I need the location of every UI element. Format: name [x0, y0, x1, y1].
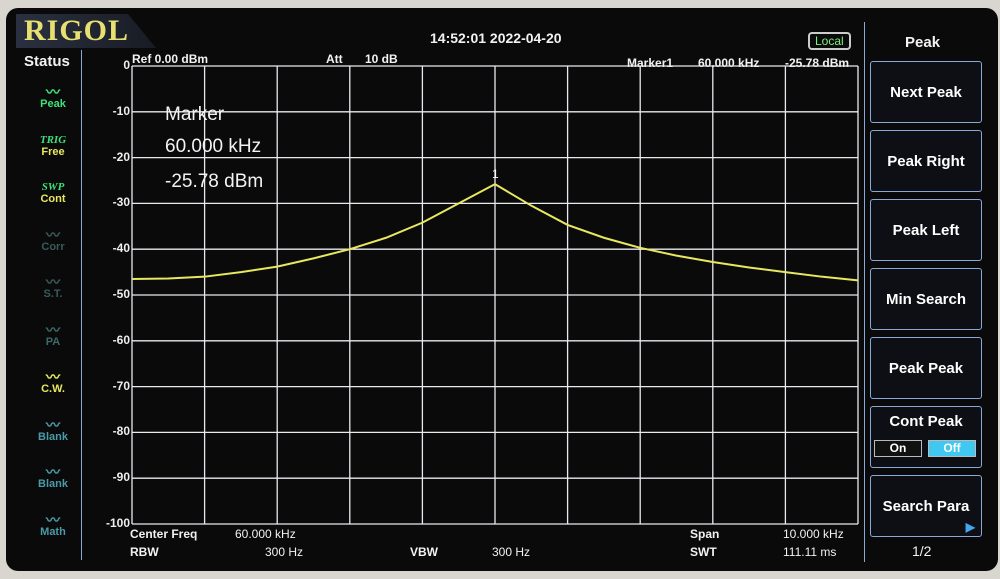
- ref-level: Ref 0.00 dBm: [132, 52, 209, 66]
- status-item-top: TRIG: [39, 133, 67, 146]
- swt-value: 111.11 ms: [783, 545, 837, 559]
- min-search-button[interactable]: Min Search: [870, 268, 982, 330]
- peak-right-button[interactable]: Peak Right: [870, 130, 982, 192]
- y-tick-label: -40: [112, 241, 130, 256]
- marker-box-freq: 60.000 kHz: [165, 136, 262, 157]
- blank-icon: 〰: [46, 464, 60, 480]
- status-item-label: Blank: [38, 478, 68, 490]
- cw-icon: 〰: [46, 369, 60, 385]
- status-item-label: S.T.: [43, 288, 63, 300]
- next-peak-button[interactable]: Next Peak: [870, 61, 982, 123]
- vbw-label: VBW: [410, 545, 438, 559]
- peak-peak-button[interactable]: Peak Peak: [870, 337, 982, 399]
- center-freq-label: Center Freq: [130, 527, 198, 541]
- span-label: Span: [690, 527, 720, 541]
- marker-1-label: 1: [492, 167, 499, 181]
- peak-icon: 〰: [46, 84, 60, 100]
- status-item: SWP Cont: [30, 181, 76, 205]
- y-tick-label: -90: [112, 470, 130, 485]
- status-item: 〰 S.T.: [30, 274, 76, 300]
- status-item: 〰 Blank: [30, 464, 76, 490]
- status-item: TRIG Free: [30, 134, 76, 158]
- status-item-label: Cont: [40, 193, 66, 205]
- divider: [864, 22, 865, 562]
- menu-page: 1/2: [912, 543, 932, 559]
- status-item: 〰 Peak: [30, 84, 76, 110]
- divider: [81, 50, 82, 560]
- y-tick-label: -10: [112, 103, 130, 118]
- status-item-label: Peak: [40, 98, 66, 110]
- search-para-label: Search Para: [882, 497, 970, 515]
- analyzer-screen: [6, 8, 998, 571]
- status-item: 〰 Corr: [30, 226, 76, 253]
- y-tick-label: -30: [112, 195, 130, 210]
- rigol-logo: RIGOL: [24, 14, 130, 47]
- status-item-label: Free: [41, 145, 65, 158]
- center-freq-value: 60.000 kHz: [235, 527, 296, 541]
- status-item-label: Blank: [38, 430, 68, 443]
- corr-icon: 〰: [46, 226, 60, 243]
- spectrum-trace: [131, 183, 859, 282]
- status-item-top: SWP: [41, 181, 65, 193]
- status-title: Status: [24, 53, 70, 70]
- att-value: 10 dB: [365, 52, 398, 66]
- st-icon: 〰: [46, 274, 60, 290]
- blank-icon: 〰: [46, 416, 60, 433]
- status-item: 〰 Blank: [30, 416, 76, 443]
- y-tick-label: -70: [112, 378, 130, 393]
- menu-title: Peak: [905, 34, 941, 51]
- y-tick-label: -20: [112, 149, 130, 164]
- math-icon: 〰: [46, 511, 60, 528]
- marker-box-level: -25.78 dBm: [165, 171, 264, 192]
- rbw-label: RBW: [130, 545, 159, 559]
- y-tick-label: 0: [123, 58, 130, 72]
- local-badge: Local: [808, 32, 851, 50]
- span-value: 10.000 kHz: [783, 527, 844, 541]
- status-item: 〰 PA: [30, 321, 76, 348]
- search-para-button[interactable]: Search Para ▶: [870, 475, 982, 537]
- datetime: 14:52:01 2022-04-20: [430, 30, 562, 46]
- status-item-label: PA: [45, 335, 61, 348]
- att-label: Att: [326, 52, 343, 66]
- rbw-value: 300 Hz: [265, 545, 304, 559]
- y-tick-label: -80: [112, 424, 130, 439]
- status-item-label: Math: [40, 525, 66, 538]
- status-item-label: C.W.: [41, 383, 65, 395]
- swt-label: SWT: [690, 545, 717, 559]
- submenu-arrow-icon: ▶: [965, 520, 975, 534]
- status-item: 〰 C.W.: [30, 369, 76, 395]
- y-tick-label: -50: [112, 287, 130, 301]
- cont-peak-off[interactable]: Off: [928, 440, 976, 457]
- cont-peak-button[interactable]: Cont Peak: [870, 406, 982, 468]
- y-tick-label: -100: [105, 516, 130, 530]
- y-tick-label: -60: [112, 332, 130, 347]
- marker-box-title: Marker: [165, 104, 225, 125]
- status-item-label: Corr: [41, 240, 65, 253]
- pa-icon: 〰: [46, 321, 60, 338]
- cont-peak-on[interactable]: On: [874, 440, 922, 457]
- cont-peak-label: Cont Peak: [889, 413, 963, 430]
- peak-left-button[interactable]: Peak Left: [870, 199, 982, 261]
- status-item: 〰 Math: [30, 511, 76, 538]
- vbw-value: 300 Hz: [492, 545, 531, 559]
